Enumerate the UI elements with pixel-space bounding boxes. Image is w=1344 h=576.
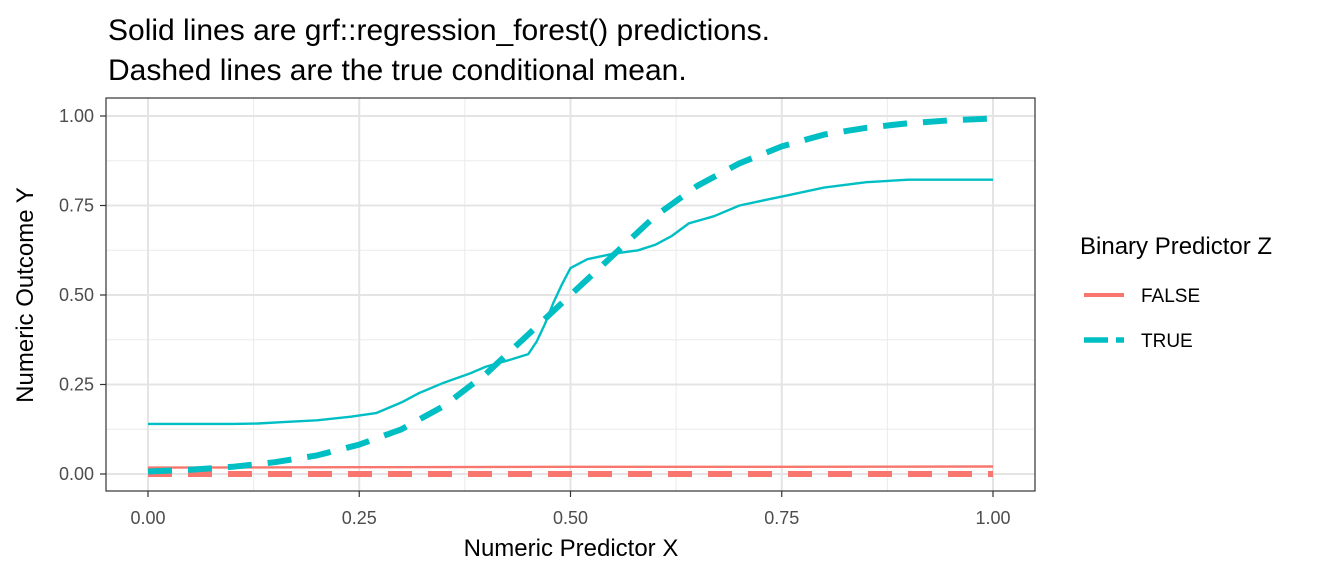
chart-title: Solid lines are grf::regression_forest()… [108, 14, 770, 47]
x-tick-label-2: 0.50 [553, 508, 588, 528]
y-tick-label-2: 0.50 [59, 285, 94, 305]
y-tick-label-4: 1.00 [59, 106, 94, 126]
legend: Binary Predictor Z FALSE TRUE [1080, 233, 1272, 352]
x-tick-label-4: 1.00 [975, 508, 1010, 528]
x-tick-label-3: 0.75 [764, 508, 799, 528]
series-layer [147, 115, 994, 477]
legend-label-true: TRUE [1141, 331, 1193, 352]
x-axis-title: Numeric Predictor X [464, 535, 679, 562]
x-tick-label-1: 0.25 [342, 508, 377, 528]
series-true-predictions-line [148, 178, 993, 426]
y-axis-title: Numeric Outcome Y [12, 187, 39, 403]
chart-subtitle: Dashed lines are the true conditional me… [108, 54, 687, 87]
series-false-predictions-line [147, 465, 994, 469]
y-tick-label-1: 0.25 [59, 375, 94, 395]
legend-label-false: FALSE [1141, 286, 1200, 307]
legend-item-true: TRUE [1084, 331, 1193, 352]
y-axis: 0.00 0.25 0.50 0.75 1.00 [59, 106, 106, 484]
legend-title: Binary Predictor Z [1080, 233, 1272, 260]
plot-area [105, 97, 1036, 492]
y-tick-label-0: 0.00 [59, 464, 94, 484]
x-tick-label-0: 0.00 [130, 508, 165, 528]
series-true-true-mean-line [147, 115, 994, 475]
x-axis: 0.00 0.25 0.50 0.75 1.00 [130, 491, 1011, 528]
y-tick-label-3: 0.75 [59, 196, 94, 216]
legend-item-false: FALSE [1084, 286, 1200, 307]
